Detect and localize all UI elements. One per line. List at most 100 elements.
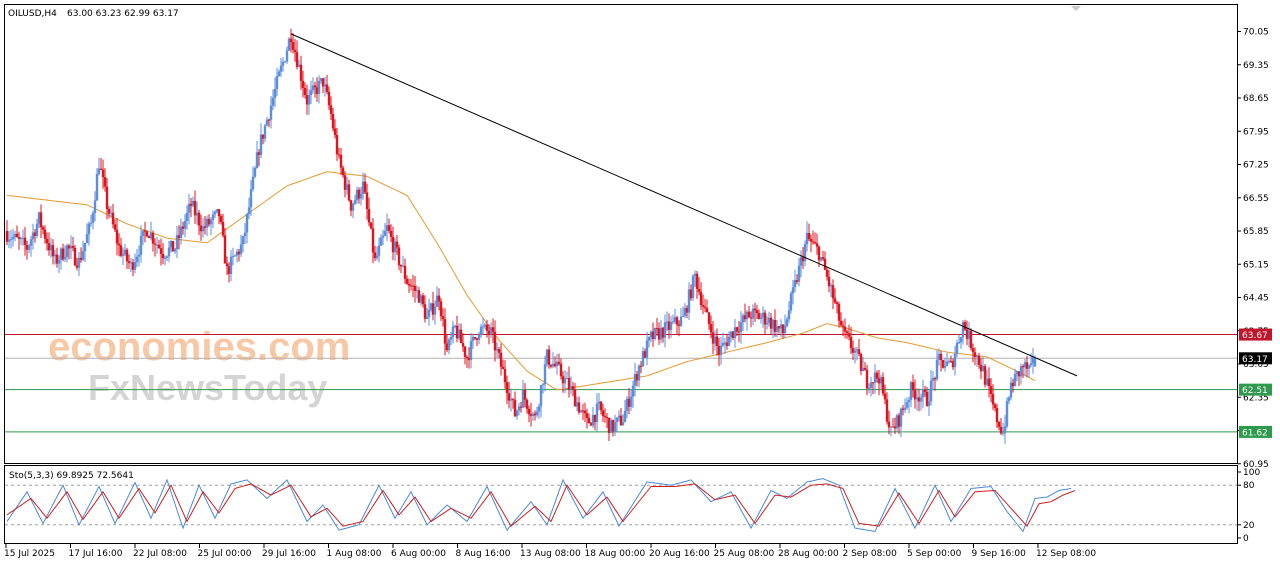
time-tick-label: 28 Aug 00:00 [778,549,839,559]
candle-body [979,364,983,372]
price-tick-label: 60.95 [1243,460,1269,470]
candle-body [971,348,975,353]
candle-body [729,331,733,337]
candle-body [331,113,335,129]
candle-body [77,257,81,268]
candle-body [309,90,313,96]
candle-body [133,262,137,270]
candle-body [101,169,105,178]
moving-average [6,171,1036,391]
candle-body [197,212,201,226]
price-tick-label: 68.65 [1243,94,1269,104]
descending-trendline[interactable] [290,33,1078,377]
candle-body [865,369,869,389]
candle-body [11,236,15,240]
candle-body [845,331,849,334]
candle-body [593,414,597,423]
candle-body [511,398,515,400]
candle-body [769,317,773,329]
candle-body [75,265,79,268]
candle-body [977,355,981,365]
candle-body [73,247,77,266]
candle-body [537,406,541,412]
candle-body [417,290,421,303]
candle-body [103,177,107,187]
candle-body [443,319,447,344]
candle-body [665,321,669,323]
candle-body [151,232,155,244]
candle-body [281,61,285,66]
candle-body [491,327,495,332]
candle-body [225,263,229,267]
candle-body [775,326,779,332]
candle-body [407,283,411,286]
candle-body [813,242,817,244]
candle-body [115,229,119,244]
candle-body [39,212,43,228]
candle-body [955,342,959,355]
chart-shift-marker-icon[interactable] [1071,6,1081,11]
candle-body [861,367,865,372]
candle-body [453,325,457,327]
candle-body [795,280,799,282]
candle-body [239,244,243,255]
candle-body [391,236,395,253]
candle-body [229,256,233,274]
candle-body [235,251,239,256]
candle-body [367,209,371,223]
candle-body [901,408,905,410]
price-tick-label: 66.55 [1243,194,1269,204]
candle-body [49,245,53,251]
candle-body [897,415,901,427]
candle-body [355,189,359,201]
candle-body [329,105,333,114]
candle-body [923,389,927,392]
main-price-panel [4,4,1238,464]
candle-body [421,295,425,305]
time-tick-label: 8 Aug 16:00 [456,549,511,559]
candle-body [873,372,877,383]
candle-body [99,168,103,170]
candle-body [519,406,523,408]
candle-body [889,426,893,428]
candle-body [47,243,51,251]
watermark-fxnewstoday: FxNewsToday [88,367,327,408]
candle-body [611,420,615,432]
candle-body [837,304,841,321]
candle-body [9,239,13,241]
candle-body [31,232,35,240]
candle-body [535,411,539,416]
candle-body [85,234,89,244]
candle-body [149,232,153,239]
candle-body [787,310,791,320]
candle-body [973,352,977,357]
candle-body [997,422,1001,427]
candle-body [341,167,345,176]
candle-body [93,200,97,214]
candle-body [373,252,377,259]
candle-body [127,261,131,264]
time-tick-label: 25 Jul 00:00 [198,549,252,559]
candle-body [255,152,259,168]
candle-body [631,385,635,397]
time-tick-label: 15 Jul 2025 [4,549,55,559]
candle-body [27,245,31,250]
candle-body [349,200,353,211]
candle-body [721,342,725,346]
trendline-group[interactable] [290,33,1078,377]
candle-body [883,393,887,400]
candle-body [949,360,953,362]
candle-body [571,386,575,390]
candle-body [563,378,567,384]
stochastic-panel [4,465,1238,544]
candle-body [1011,382,1015,387]
candle-body [343,175,347,190]
candle-body [703,306,707,309]
candle-body [615,417,619,423]
time-tick-label: 13 Aug 08:00 [520,549,581,559]
price-tag-box [1239,352,1272,365]
candle-body [45,238,49,244]
candle-body [299,64,303,81]
candle-body [371,228,375,253]
price-tag-label: 63.17 [1242,355,1268,365]
